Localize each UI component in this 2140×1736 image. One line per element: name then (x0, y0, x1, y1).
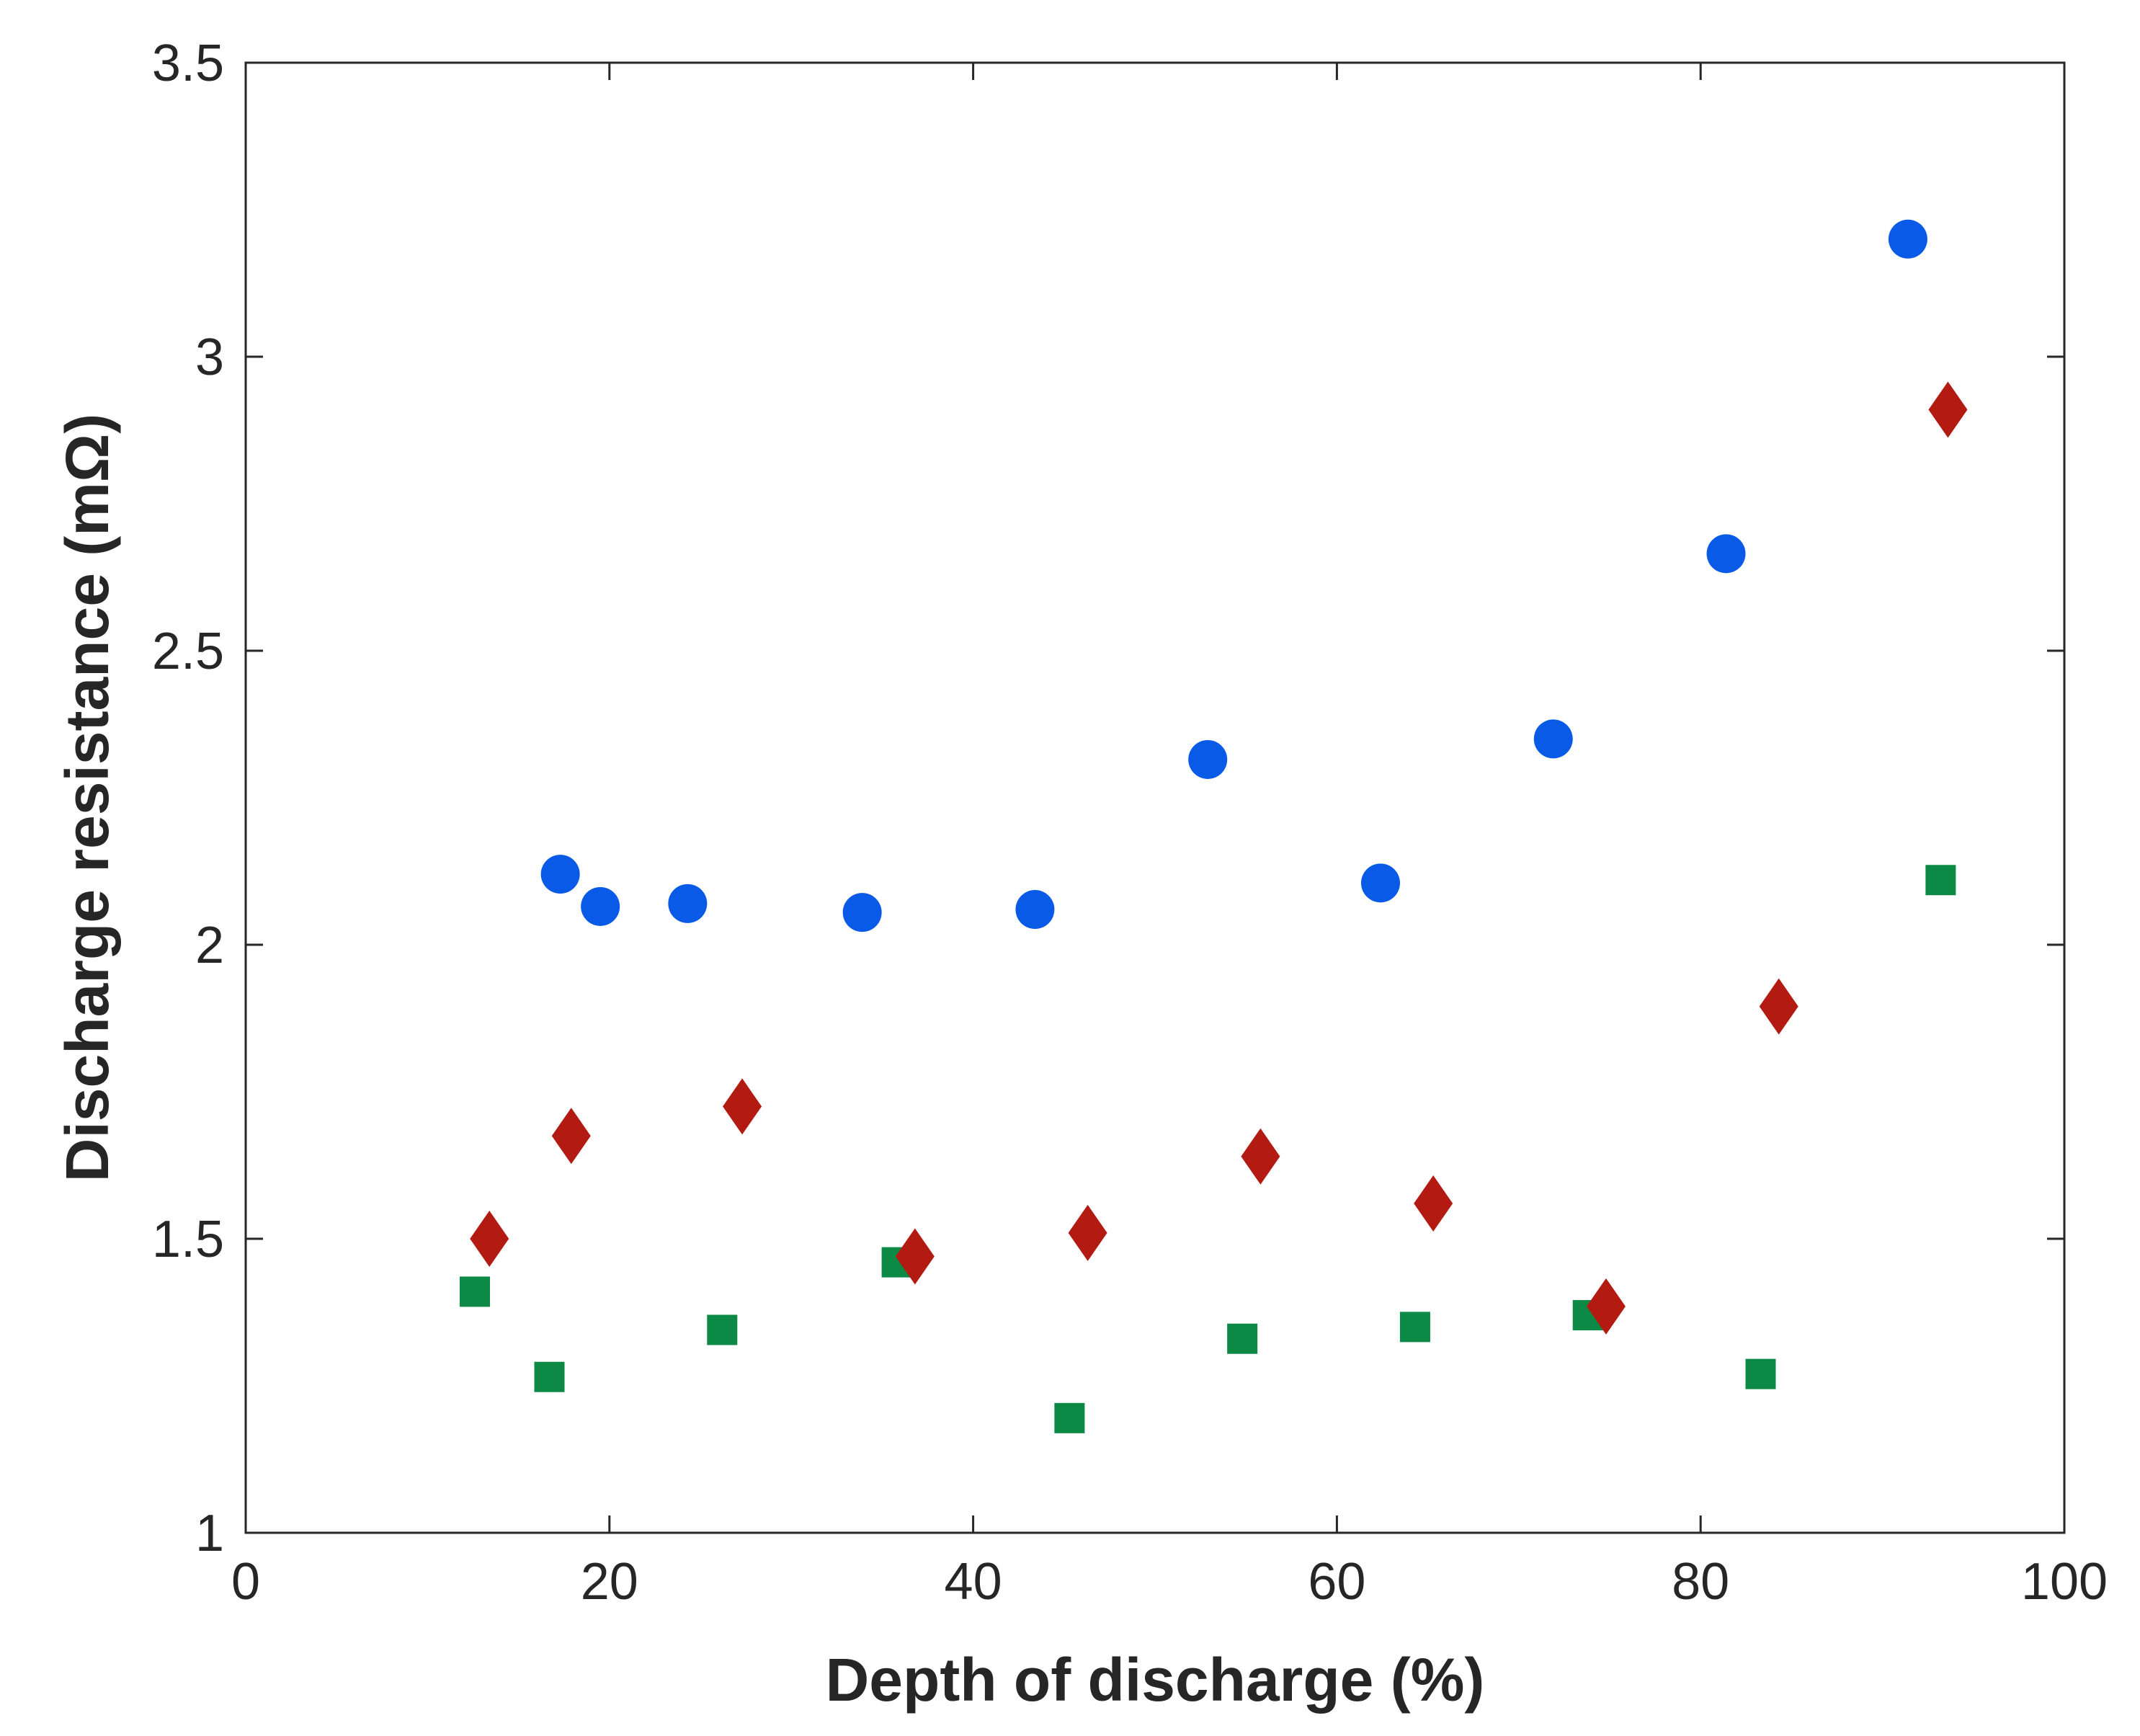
data-point-diamond (1241, 1128, 1280, 1185)
plot-area-frame (244, 61, 2066, 1534)
data-point-square (1925, 865, 1956, 896)
data-point-diamond (551, 1108, 591, 1165)
data-point-square (707, 1314, 738, 1345)
data-point-diamond (1586, 1278, 1626, 1335)
data-point-diamond (1414, 1175, 1453, 1232)
y-tick-label: 1.5 (152, 1211, 224, 1268)
x-tick-label: 60 (1308, 1553, 1365, 1611)
y-tick-label: 2 (195, 917, 224, 974)
x-tick-label: 80 (1672, 1553, 1729, 1611)
y-tick-label: 2.5 (152, 623, 224, 680)
x-tick-label: 20 (581, 1553, 638, 1611)
axis-tick-labels: 0 20 40 60 80 100 1 1.5 2 2.5 3 3.5 (152, 35, 2108, 1611)
x-tick-label: 100 (2021, 1553, 2108, 1611)
data-point-square (534, 1361, 565, 1392)
x-axis-title: Depth of discharge (%) (826, 1646, 1485, 1714)
data-point-circle (1188, 739, 1228, 779)
data-point-circle (668, 883, 708, 923)
data-point-circle (1533, 719, 1573, 759)
data-markers (460, 219, 1968, 1433)
data-point-diamond (723, 1078, 762, 1135)
data-point-diamond (470, 1211, 509, 1267)
data-point-square (460, 1276, 491, 1307)
data-point-circle (1015, 890, 1055, 930)
data-point-circle (1706, 534, 1746, 574)
data-point-diamond (1068, 1204, 1107, 1261)
x-tick-label: 40 (945, 1553, 1002, 1611)
y-axis-title: Discharge resistance (mΩ) (53, 414, 121, 1182)
data-point-diamond (895, 1228, 935, 1285)
data-point-circle (1360, 863, 1400, 903)
x-tick-label: 0 (231, 1553, 260, 1611)
data-point-square (1227, 1323, 1258, 1354)
data-point-diamond (1928, 381, 1968, 438)
y-tick-label: 1 (195, 1505, 224, 1562)
data-point-circle (540, 855, 580, 894)
data-point-circle (581, 886, 620, 926)
data-point-diamond (1759, 978, 1798, 1035)
data-point-circle (842, 893, 882, 932)
data-point-square (1399, 1312, 1430, 1343)
data-point-square (1054, 1402, 1085, 1433)
data-point-square (1745, 1358, 1776, 1389)
data-point-circle (1888, 219, 1927, 259)
y-tick-label: 3.5 (152, 35, 224, 92)
y-tick-label: 3 (195, 329, 224, 386)
